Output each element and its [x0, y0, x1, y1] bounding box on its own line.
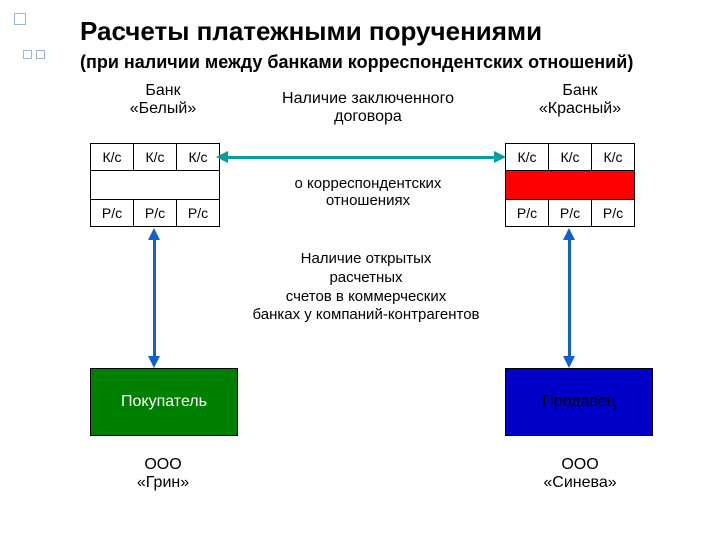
left-bank-label: Банк «Белый»	[108, 82, 218, 118]
cell: К/с	[134, 144, 177, 171]
arrow-banks	[226, 156, 494, 159]
center-mid-label: о корреспондентских отношениях	[258, 175, 478, 209]
right-bank-table: К/с К/с К/с Р/с Р/с Р/с	[505, 143, 635, 227]
right-bank-mid	[506, 171, 635, 200]
cell: Р/с	[91, 200, 134, 227]
arrow-left-up-head	[148, 228, 160, 240]
cell: К/с	[506, 144, 549, 171]
arrow-banks-right-head	[494, 151, 506, 163]
cell: Р/с	[506, 200, 549, 227]
center-top-label: Наличие заключенного договора	[258, 90, 478, 126]
arrow-right-up-head	[563, 228, 575, 240]
buyer-box: Покупатель	[90, 368, 238, 436]
arrow-right-down-head	[563, 356, 575, 368]
arrow-left-down-head	[148, 356, 160, 368]
cell: Р/с	[177, 200, 220, 227]
seller-box: Продавец	[505, 368, 653, 436]
cell: К/с	[177, 144, 220, 171]
center-bottom-label: Наличие открытых расчетных счетов в комм…	[236, 250, 496, 325]
arrow-right-vertical	[568, 238, 571, 356]
left-bank-table: К/с К/с К/с Р/с Р/с Р/с	[90, 143, 220, 227]
right-bank-label: Банк «Красный»	[520, 82, 640, 118]
left-bank-mid	[91, 171, 220, 200]
cell: Р/с	[134, 200, 177, 227]
buyer-label: Покупатель	[121, 393, 207, 411]
cell: Р/с	[592, 200, 635, 227]
arrow-banks-left-head	[216, 151, 228, 163]
cell: К/с	[91, 144, 134, 171]
cell: Р/с	[549, 200, 592, 227]
cell: К/с	[592, 144, 635, 171]
cell: К/с	[549, 144, 592, 171]
page-subtitle: (при наличии между банками корреспондент…	[80, 52, 633, 73]
buyer-company: ООО «Грин»	[108, 456, 218, 492]
seller-company: ООО «Синева»	[520, 456, 640, 492]
seller-label: Продавец	[542, 393, 616, 411]
page-title: Расчеты платежными поручениями	[80, 16, 542, 47]
bullet-decor	[14, 10, 45, 64]
arrow-left-vertical	[153, 238, 156, 356]
